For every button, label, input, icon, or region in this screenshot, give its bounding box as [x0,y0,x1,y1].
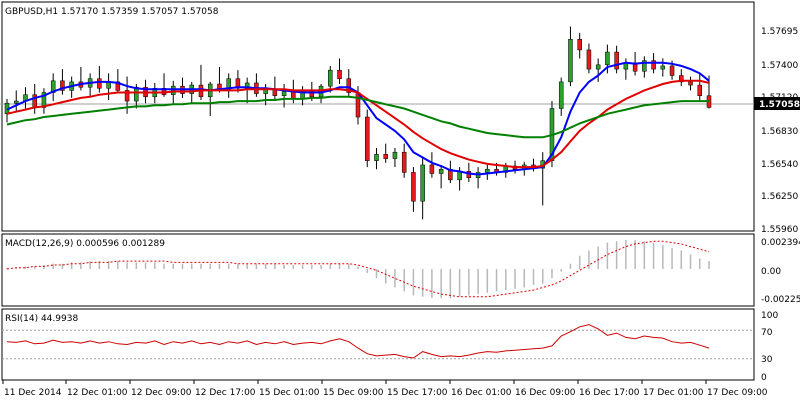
candle-bull [134,86,139,102]
candle-bull [660,65,666,70]
price-tick-label: 1.56830 [761,127,798,137]
time-tick-label: 15 Dec 09:00 [323,388,384,398]
price-panel-frame [1,1,755,232]
time-tick-label: 16 Dec 09:00 [515,388,576,398]
rsi-tick-label: 0 [761,373,767,383]
price-panel: GBPUSD,H1 1.57170 1.57359 1.57057 1.5705… [0,1,800,235]
candle-bull [171,85,176,95]
candle-bear [632,62,638,72]
time-tick-label: 16 Dec 01:00 [451,388,512,398]
candle-bear [364,116,370,161]
candle-bull [13,100,19,104]
candle-bear [679,75,684,83]
time-tick-label: 11 Dec 2014 [4,388,62,398]
time-tick-label: 12 Dec 01:00 [67,388,128,398]
time-tick-label: 12 Dec 09:00 [131,388,192,398]
last-price-label: 1.57058 [759,100,800,110]
moving-average-line-3 [6,95,709,139]
rsi-panel-title: RSI(14) 44.9938 [5,314,78,324]
rsi-line [6,324,710,359]
rsi-levels-layer [2,329,754,360]
macd-tick-label: 0.00 [761,267,781,277]
macd-tick-label: -0.002253 [761,295,800,305]
candle-bull [328,69,333,87]
candle-bear [577,39,582,51]
rsi-line-layer [6,324,710,359]
price-tick-label: 1.57695 [761,27,798,37]
candle-bear [669,65,675,76]
time-tick-label: 15 Dec 17:00 [387,388,448,398]
candle-bear [697,84,703,96]
macd-tick-label: 0.002394 [761,238,800,248]
candle-bear [651,60,656,70]
candle-bull [392,151,398,159]
macd-signal-line [6,240,710,298]
candle-bull [605,51,610,66]
candle-bear [401,151,407,173]
candle-bull [374,154,379,161]
rsi-tick-label: 100 [761,311,778,321]
macd-panel-title: MACD(12,26,9) 0.000596 0.001289 [5,239,165,249]
rsi-panel: RSI(14) 44.9938 100 70 30 0 [1,308,778,383]
price-panel-title: GBPUSD,H1 1.57170 1.57359 1.57057 1.5705… [5,7,219,17]
price-tick-label: 1.56250 [761,192,798,202]
candle-bull [568,39,573,83]
candle-bull [642,60,647,72]
candle-bull [438,168,444,174]
macd-panel-frame [1,233,755,307]
candle-bull [281,91,287,96]
candle-bull [558,81,564,109]
candle-bear [383,154,388,159]
macd-panel: MACD(12,26,9) 0.000596 0.001289 0.002394… [1,233,800,307]
price-tick-label: 1.57400 [761,61,798,71]
candle-bear [355,92,361,118]
candle-bear [124,90,130,102]
candle-bear [235,78,241,89]
time-tick-label: 15 Dec 01:00 [259,388,320,398]
candle-bull [595,64,601,70]
candle-bear [60,80,65,91]
macd-signal-layer [6,240,710,298]
candle-bear [586,49,592,70]
time-tick-label: 12 Dec 17:00 [195,388,256,398]
rsi-tick-label: 70 [761,328,773,338]
moving-average-line-2 [6,79,710,169]
candle-bear [411,172,416,202]
candle-bear [337,69,342,79]
time-axis: 11 Dec 2014 12 Dec 01:00 12 Dec 09:00 12 De… [2,380,768,398]
rsi-panel-frame [1,308,755,381]
candle-bull [244,82,250,89]
candle-bear [614,51,619,70]
candle-bear [97,78,102,89]
time-tick-label: 17 Dec 01:00 [643,388,704,398]
time-tick-label: 17 Dec 09:00 [707,388,768,398]
candle-bear [688,81,693,86]
price-tick-label: 1.55960 [761,225,798,235]
moving-averages-layer [6,61,710,176]
candle-bull [485,168,490,173]
price-tick-label: 1.56540 [761,160,798,170]
last-price-tag [754,97,800,110]
candle-bear [115,81,121,91]
candle-bear [346,78,352,93]
candle-bull [41,92,47,108]
time-tick-label: 16 Dec 17:00 [579,388,640,398]
candle-bear [429,164,435,174]
rsi-tick-label: 30 [761,355,773,365]
candle-bull [420,164,425,202]
